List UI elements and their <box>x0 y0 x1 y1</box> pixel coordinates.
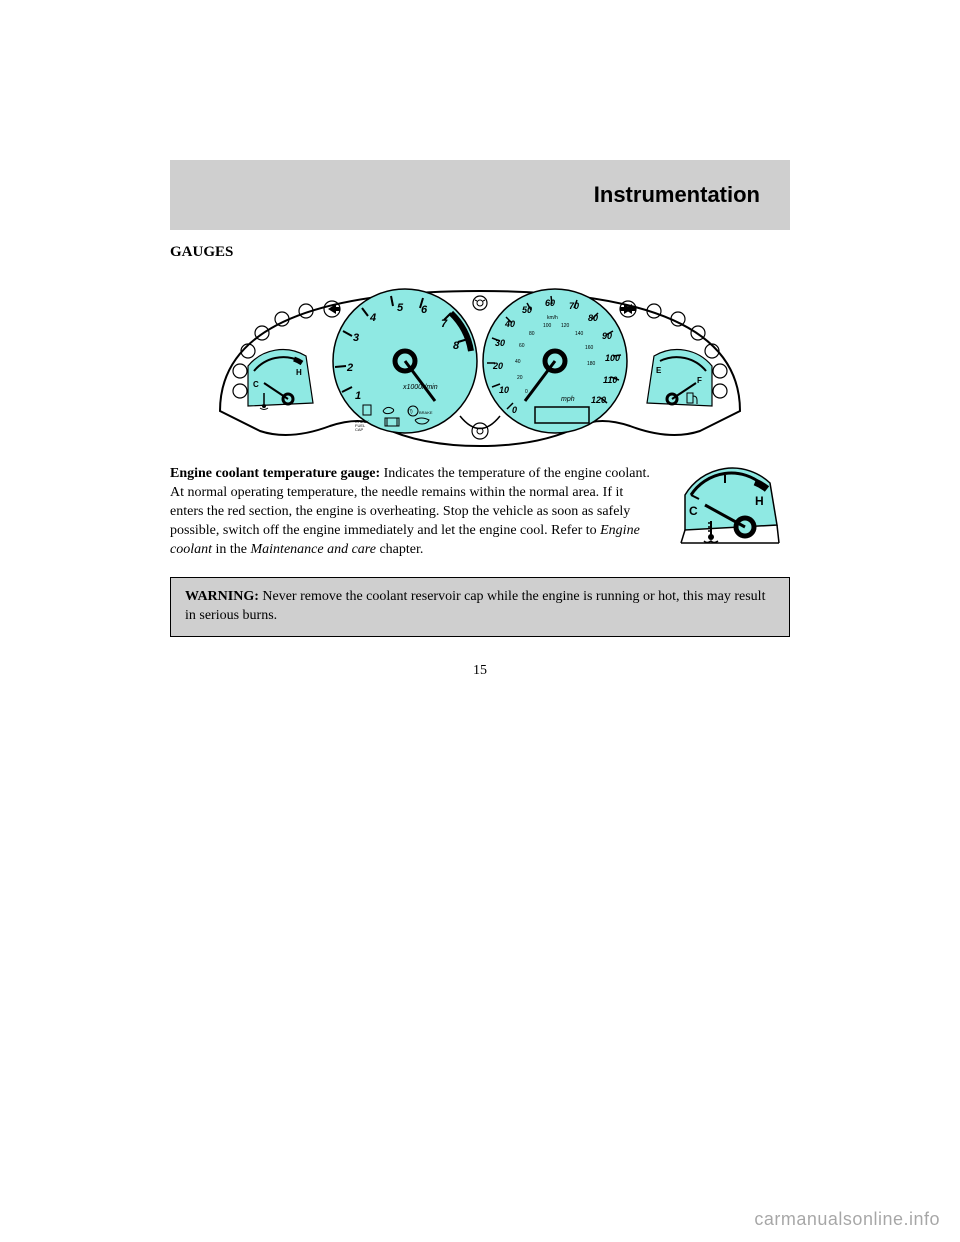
watermark: carmanualsonline.info <box>754 1209 940 1230</box>
svg-text:20: 20 <box>517 375 523 381</box>
svg-text:60: 60 <box>519 343 525 349</box>
svg-text:0: 0 <box>512 405 517 415</box>
svg-text:E: E <box>656 366 662 375</box>
svg-text:60: 60 <box>545 298 555 308</box>
svg-text:C: C <box>253 380 259 389</box>
svg-text:20: 20 <box>492 361 503 371</box>
instrument-cluster: 1 2 3 4 5 6 7 8 x1000r/min (!) BRAKE <box>170 271 790 451</box>
warning-box: WARNING: Never remove the coolant reserv… <box>170 577 790 637</box>
svg-text:BRAKE: BRAKE <box>419 410 433 415</box>
svg-text:70: 70 <box>569 301 579 311</box>
coolant-gauge-ref-after: in the <box>216 542 251 557</box>
svg-text:120: 120 <box>561 323 570 329</box>
svg-text:0: 0 <box>525 389 528 395</box>
svg-text:90: 90 <box>602 331 612 341</box>
page-title: Instrumentation <box>594 182 760 208</box>
svg-text:km/h: km/h <box>547 315 558 321</box>
svg-text:110: 110 <box>603 375 617 385</box>
svg-text:H: H <box>296 368 302 377</box>
svg-text:5: 5 <box>397 302 404 314</box>
svg-text:50: 50 <box>522 305 532 315</box>
svg-text:30: 30 <box>495 338 505 348</box>
svg-text:mph: mph <box>561 396 575 403</box>
svg-text:(!): (!) <box>408 409 413 415</box>
coolant-gauge-description: Engine coolant temperature gauge: Indica… <box>170 465 652 559</box>
svg-text:160: 160 <box>585 345 594 351</box>
svg-text:10: 10 <box>499 385 509 395</box>
temp-cold-label: C <box>689 504 698 518</box>
coolant-gauge-ref-tail: chapter. <box>379 542 423 557</box>
svg-text:180: 180 <box>587 361 596 367</box>
svg-text:CAP: CAP <box>355 427 364 432</box>
temp-hot-label: H <box>755 494 764 508</box>
svg-text:7: 7 <box>441 318 448 330</box>
svg-text:40: 40 <box>515 359 521 365</box>
svg-text:2: 2 <box>346 362 353 374</box>
warning-text: Never remove the coolant reservoir cap w… <box>185 589 765 623</box>
svg-text:80: 80 <box>588 313 598 323</box>
svg-text:1: 1 <box>355 390 361 402</box>
svg-text:8: 8 <box>453 340 460 352</box>
coolant-gauge-lead: Engine coolant temperature gauge: <box>170 466 380 481</box>
svg-text:4: 4 <box>369 312 376 324</box>
page-number: 15 <box>170 663 790 679</box>
svg-text:3: 3 <box>353 332 359 344</box>
svg-text:F: F <box>697 376 702 385</box>
svg-text:40: 40 <box>504 319 515 329</box>
svg-text:x1000r/min: x1000r/min <box>402 384 438 391</box>
coolant-gauge-ref-chapter: Maintenance and care <box>251 542 376 557</box>
svg-text:120: 120 <box>591 395 606 405</box>
warning-label: WARNING: <box>185 589 259 604</box>
svg-text:100: 100 <box>543 323 552 329</box>
svg-text:100: 100 <box>605 353 620 363</box>
gauges-heading: GAUGES <box>170 244 790 261</box>
header-bar: Instrumentation <box>170 160 790 230</box>
svg-text:80: 80 <box>529 331 535 337</box>
svg-text:140: 140 <box>575 331 584 337</box>
coolant-gauge-illustration: H C <box>670 465 790 559</box>
svg-text:6: 6 <box>421 304 428 316</box>
